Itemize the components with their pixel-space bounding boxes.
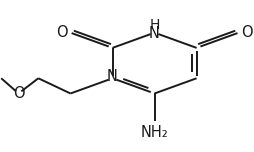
Text: O: O — [241, 25, 253, 40]
Text: O: O — [56, 25, 68, 40]
Text: N: N — [149, 26, 160, 41]
Text: H: H — [149, 18, 160, 32]
Text: NH₂: NH₂ — [141, 125, 168, 140]
Text: N: N — [107, 69, 118, 84]
Text: O: O — [13, 86, 24, 101]
